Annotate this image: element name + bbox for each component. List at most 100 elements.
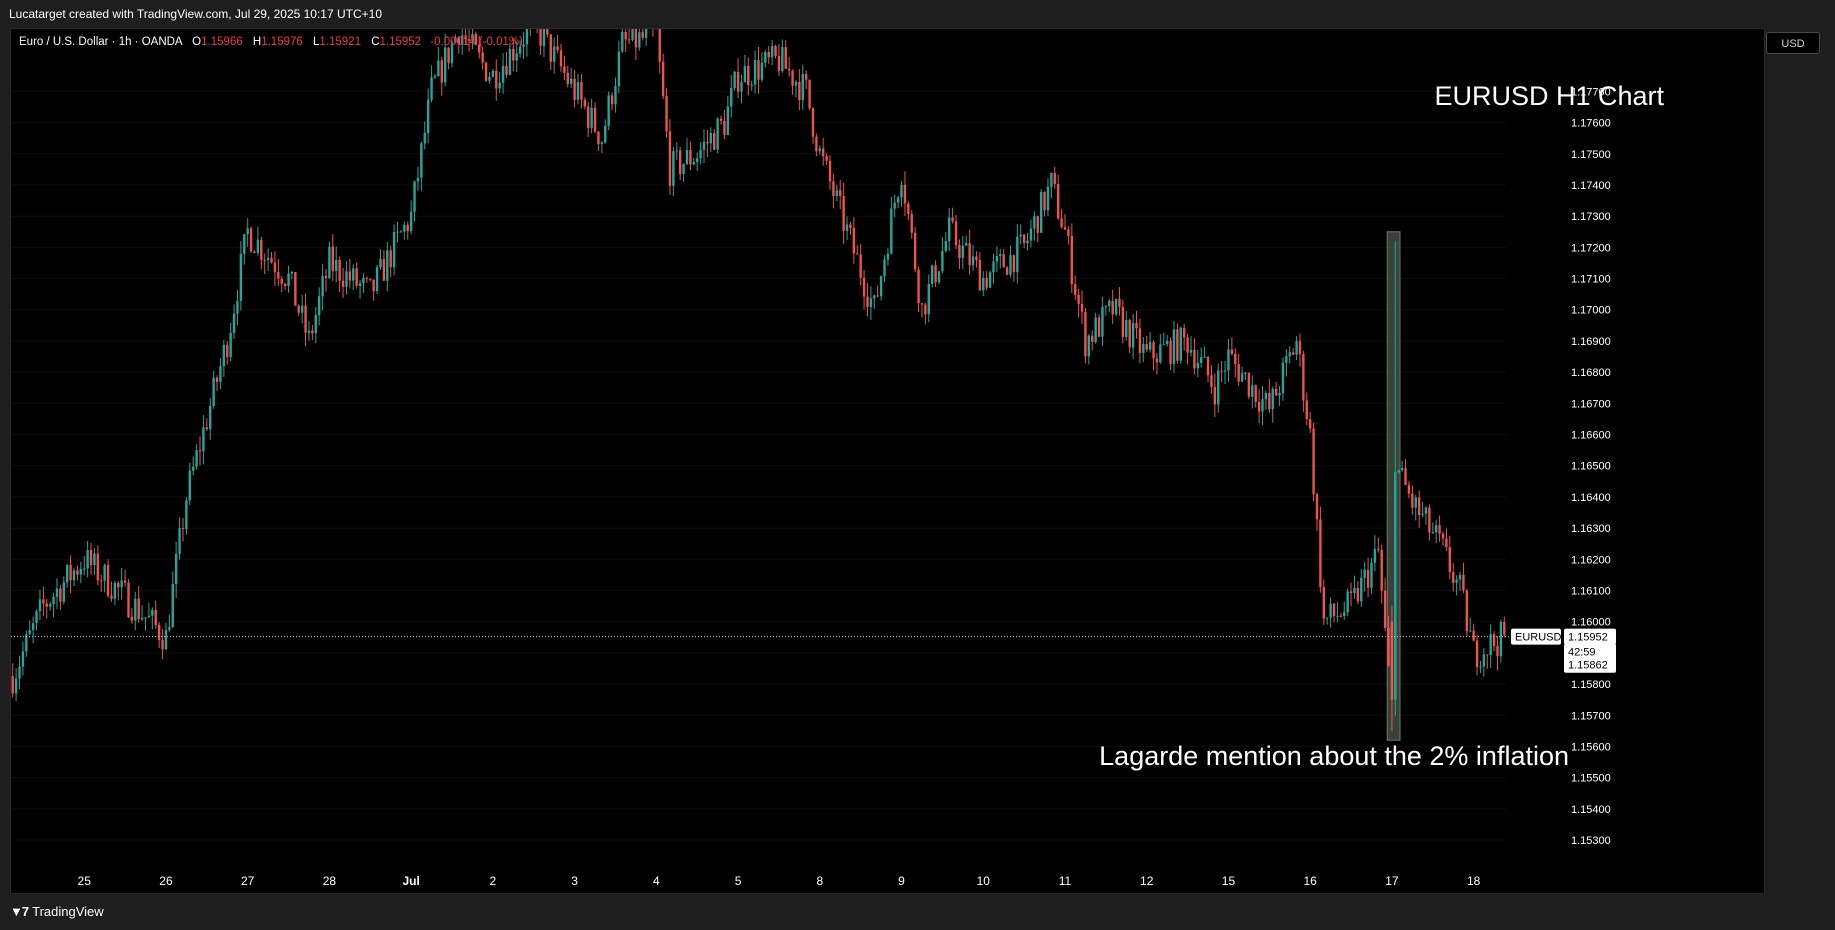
- candle-body: [1193, 349, 1196, 369]
- candle-body: [804, 74, 808, 80]
- candle-body: [1074, 284, 1077, 295]
- y-tick-label: 1.17500: [1571, 149, 1611, 161]
- chart-pane[interactable]: 1.17700 1.17600 1.17500 1.17400 1.17300 1.172…: [10, 28, 1765, 894]
- candle-body: [1482, 654, 1486, 667]
- candle-body: [409, 211, 413, 231]
- candle-body: [1496, 646, 1499, 657]
- candle-body: [862, 277, 866, 297]
- x-tick-label: 18: [1467, 874, 1481, 888]
- candle-body: [311, 330, 314, 334]
- candle-body: [1251, 385, 1254, 397]
- candle-body: [1186, 337, 1189, 353]
- candle-body: [35, 611, 38, 624]
- candle-body: [447, 47, 450, 63]
- candle-body: [689, 149, 692, 165]
- candle-body: [1121, 306, 1125, 338]
- candle-body: [202, 427, 205, 452]
- candle-body: [42, 599, 45, 604]
- candle-body: [157, 624, 161, 641]
- candle-body: [396, 231, 399, 233]
- candle-body: [764, 52, 767, 63]
- candle-body: [123, 580, 127, 583]
- candlestick-chart[interactable]: 1.17700 1.17600 1.17500 1.17400 1.17300 1.172…: [11, 29, 1766, 895]
- candle-body: [1486, 654, 1489, 656]
- candle-body: [21, 651, 25, 667]
- candle-body: [1305, 400, 1308, 420]
- candle-body: [1261, 399, 1264, 412]
- currency-button[interactable]: USD: [1766, 32, 1820, 54]
- low-value: 1.15921: [319, 36, 361, 48]
- candle-body: [1217, 370, 1220, 405]
- candle-body: [1448, 547, 1452, 573]
- candle-body: [134, 598, 137, 621]
- x-tick-label: 4: [653, 874, 660, 888]
- candle-body: [1503, 622, 1506, 635]
- candle-body: [1366, 569, 1370, 588]
- candle-body: [685, 149, 689, 164]
- candle-body: [760, 62, 764, 80]
- candle-body: [968, 243, 971, 266]
- highlight-box[interactable]: [1386, 231, 1401, 741]
- candle-body: [614, 86, 617, 105]
- candle-body: [1346, 591, 1349, 613]
- candle-body: [627, 39, 631, 41]
- candle-body: [403, 224, 406, 232]
- candle-body: [869, 298, 873, 308]
- candle-body: [573, 78, 576, 100]
- candle-body: [750, 84, 753, 86]
- candle-body: [1227, 349, 1230, 371]
- candle-body: [375, 267, 379, 292]
- x-tick-label: 26: [159, 874, 173, 888]
- candle-body: [1322, 587, 1325, 619]
- candle-body: [498, 82, 501, 89]
- candle-body: [954, 221, 958, 246]
- x-tick-label: 8: [816, 874, 823, 888]
- candle-body: [753, 60, 757, 85]
- candle-body: [1271, 388, 1274, 410]
- candle-body: [1172, 329, 1176, 364]
- candle-body: [794, 81, 798, 86]
- candle-body: [113, 582, 117, 599]
- candle-body: [992, 261, 995, 273]
- candle-body: [348, 271, 352, 281]
- candle-body: [1213, 386, 1217, 405]
- candle-body: [1414, 497, 1417, 508]
- candle-body: [1220, 370, 1223, 372]
- candle-body: [675, 150, 678, 152]
- candle-body: [25, 634, 28, 652]
- candle-body: [168, 627, 171, 630]
- candle-body: [1387, 627, 1390, 666]
- candle-body: [249, 228, 253, 252]
- candle-body: [617, 51, 621, 87]
- candle-body: [982, 278, 985, 291]
- candle-body: [1091, 335, 1094, 343]
- candle-body: [1356, 588, 1360, 602]
- candle-body: [839, 190, 842, 197]
- tradingview-brand[interactable]: ▼7 TradingView: [10, 904, 104, 919]
- candle-body: [1308, 419, 1312, 429]
- candle-body: [185, 500, 188, 529]
- candle-body: [1240, 373, 1244, 382]
- candle-body: [130, 616, 134, 621]
- candle-body: [467, 39, 471, 41]
- candle-body: [263, 259, 266, 261]
- candle-body: [1026, 240, 1029, 244]
- candle-body: [1118, 298, 1121, 307]
- candle-body: [1036, 216, 1039, 233]
- candle-body: [832, 181, 835, 196]
- candle-body: [1274, 388, 1278, 396]
- candle-body: [1053, 172, 1056, 184]
- candle-body: [236, 300, 239, 314]
- candle-body: [1067, 229, 1070, 236]
- y-tick-label: 1.16700: [1571, 398, 1611, 410]
- candle-body: [1247, 372, 1251, 397]
- candle-body: [399, 231, 403, 233]
- candle-body: [89, 549, 93, 565]
- high-value: 1.15976: [261, 36, 303, 48]
- y-tick-label: 1.16600: [1571, 430, 1611, 442]
- chart-title: EURUSD H1 Chart: [1434, 81, 1664, 111]
- candle-body: [1234, 354, 1237, 365]
- candle-body: [1104, 306, 1108, 308]
- candle-body: [314, 315, 317, 334]
- candle-body: [294, 272, 297, 306]
